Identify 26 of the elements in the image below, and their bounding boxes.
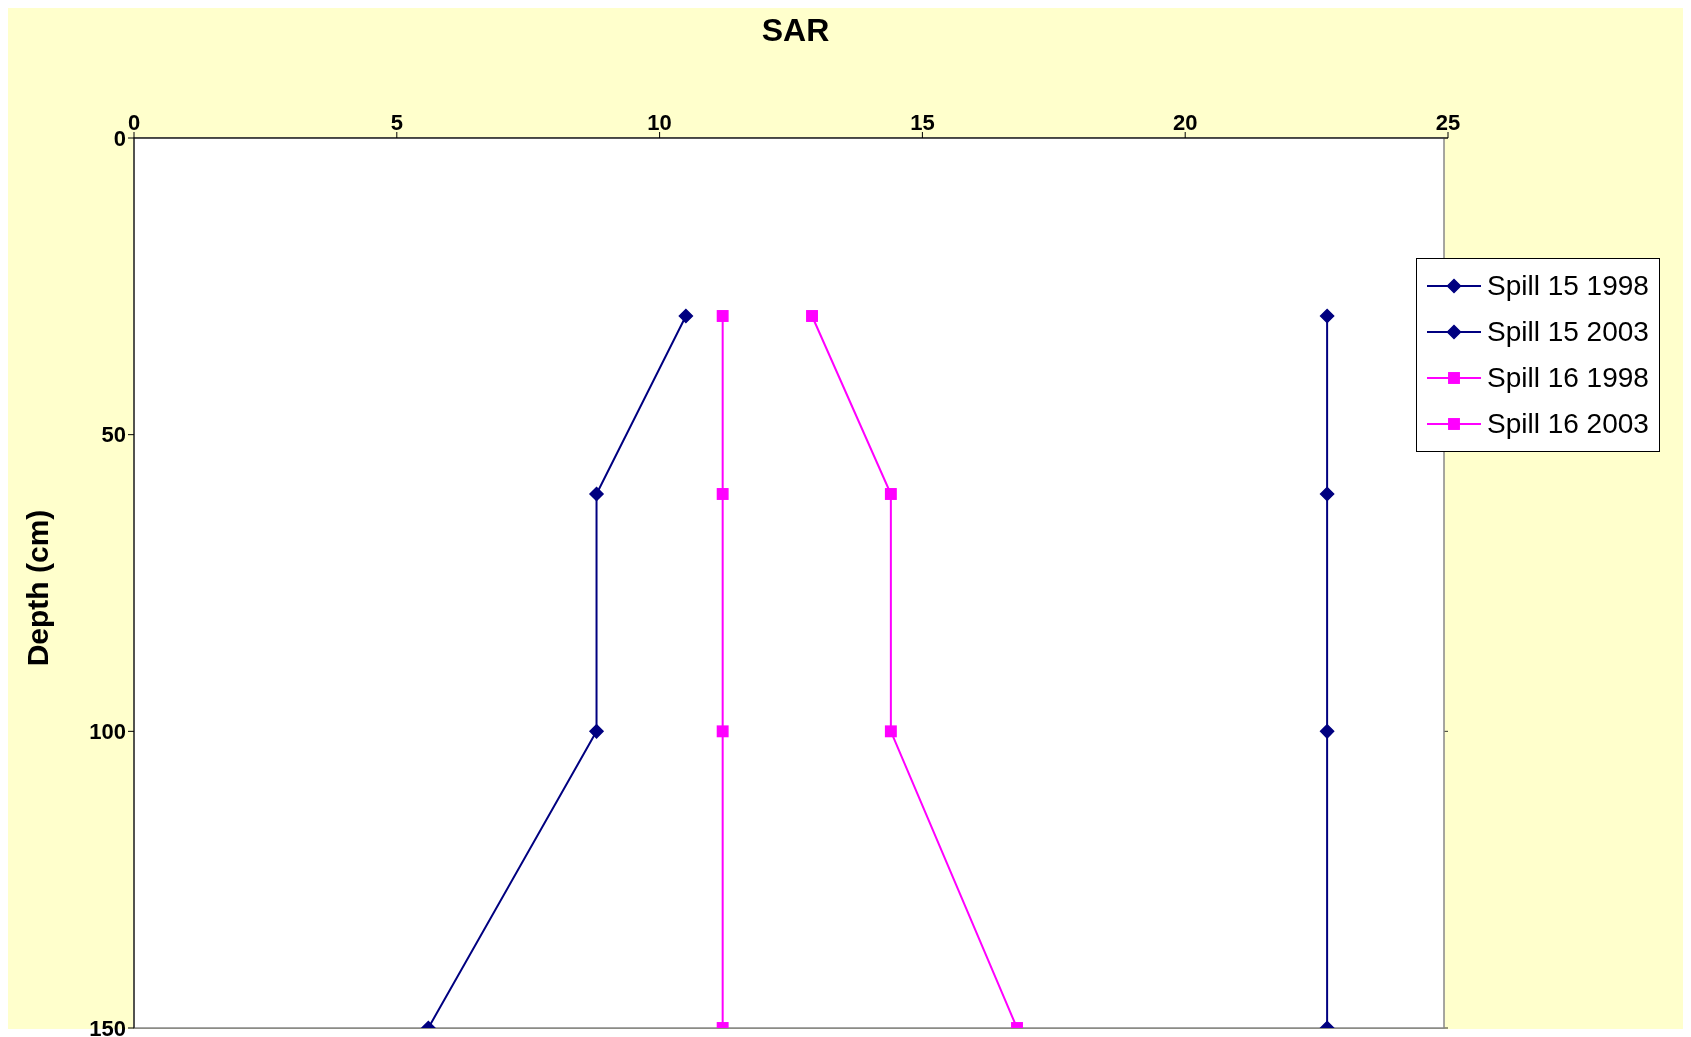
x-tick-label: 10 <box>647 110 672 135</box>
legend-label: Spill 16 1998 <box>1487 362 1649 394</box>
x-tick-label: 15 <box>910 110 935 135</box>
point <box>589 486 604 502</box>
y-axis-title: Depth (cm) <box>21 509 55 667</box>
chart-title: SAR <box>760 12 831 49</box>
x-tick-label: 25 <box>1435 110 1461 135</box>
point <box>1319 486 1335 502</box>
point <box>1319 724 1335 739</box>
y-tick-label: 100 <box>89 719 126 745</box>
legend-label: Spill 15 2003 <box>1487 316 1649 348</box>
point <box>884 488 897 500</box>
point <box>716 725 729 738</box>
y-tick-label: 50 <box>101 422 126 448</box>
point <box>884 725 897 738</box>
point <box>1319 308 1335 324</box>
x-tick-label: 20 <box>1172 110 1198 135</box>
point <box>806 310 818 322</box>
point <box>716 488 729 500</box>
point <box>589 724 604 739</box>
point <box>678 308 694 324</box>
legend-label: Spill 15 1998 <box>1487 270 1649 302</box>
legend-label: Spill 16 2003 <box>1487 408 1649 440</box>
x-tick-label: 5 <box>390 110 403 135</box>
y-tick-label: 150 <box>89 1015 126 1037</box>
point <box>716 310 729 322</box>
